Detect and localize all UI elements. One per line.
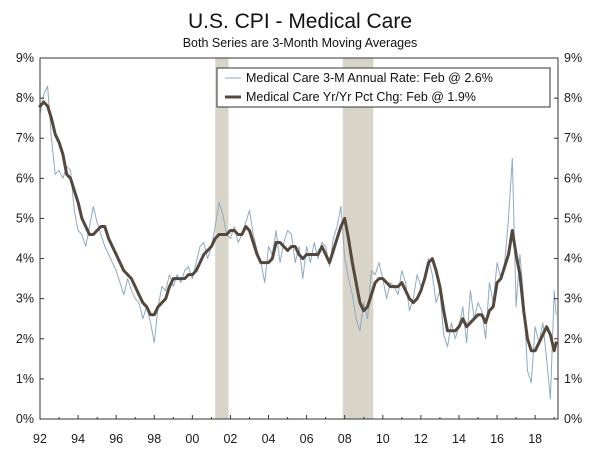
y-tick-right-label: 0% <box>564 412 582 426</box>
y-tick-right-label: 5% <box>564 211 582 225</box>
y-tick-right-label: 1% <box>564 372 582 386</box>
recession-band-1 <box>215 58 229 419</box>
series-line-yoy-pct-chg <box>38 100 558 353</box>
y-tick-left-label: 4% <box>16 252 34 266</box>
x-tick-label: 06 <box>300 432 314 446</box>
x-tick-label: 10 <box>376 432 390 446</box>
y-tick-left-label: 0% <box>16 412 34 426</box>
y-tick-right-label: 8% <box>564 91 582 105</box>
y-tick-right-label: 6% <box>564 171 582 185</box>
legend: Medical Care 3-M Annual Rate: Feb @ 2.6%… <box>216 67 551 108</box>
y-tick-left-label: 1% <box>16 372 34 386</box>
x-tick-label: 12 <box>414 432 428 446</box>
y-tick-left-label: 9% <box>16 51 34 65</box>
y-tick-left-label: 6% <box>16 171 34 185</box>
x-tick-label: 08 <box>338 432 352 446</box>
x-tick-label: 00 <box>185 432 199 446</box>
series-layer <box>38 85 558 400</box>
x-tick-label: 96 <box>109 432 123 446</box>
y-tick-right-label: 2% <box>564 332 582 346</box>
legend-label-3m-rate: Medical Care 3-M Annual Rate: Feb @ 2.6% <box>246 71 493 85</box>
x-tick-label: 18 <box>528 432 542 446</box>
chart-subtitle: Both Series are 3-Month Moving Averages <box>183 36 418 50</box>
series-line-3m-annual-rate <box>39 85 557 400</box>
y-tick-left-label: 2% <box>16 332 34 346</box>
y-tick-right-label: 3% <box>564 292 582 306</box>
x-tick-label: 92 <box>33 432 47 446</box>
chart-title: U.S. CPI - Medical Care <box>188 10 412 33</box>
x-tick-label: 16 <box>490 432 504 446</box>
legend-label-yoy: Medical Care Yr/Yr Pct Chg: Feb @ 1.9% <box>246 90 476 104</box>
plot-frame <box>39 57 559 420</box>
x-tick-label: 04 <box>262 432 276 446</box>
x-tick-label: 98 <box>147 432 161 446</box>
y-tick-left-label: 3% <box>16 292 34 306</box>
y-axis-left: 0% 1% 2% 3% 4% 5% 6% 7% 8% 9% <box>16 51 44 426</box>
y-tick-left-label: 7% <box>16 131 34 145</box>
x-tick-label: 02 <box>223 432 237 446</box>
y-tick-right-label: 4% <box>564 252 582 266</box>
y-tick-left-label: 8% <box>16 91 34 105</box>
y-axis-right: 0% 1% 2% 3% 4% 5% 6% 7% 8% 9% <box>554 51 582 426</box>
legend-box <box>216 67 551 108</box>
x-tick-label: 94 <box>71 432 85 446</box>
y-tick-right-label: 9% <box>564 51 582 65</box>
y-tick-left-label: 5% <box>16 211 34 225</box>
x-tick-label: 14 <box>452 432 466 446</box>
x-axis: 92 94 96 98 00 02 04 06 08 10 12 14 16 18 <box>33 415 555 446</box>
y-tick-right-label: 7% <box>564 131 582 145</box>
